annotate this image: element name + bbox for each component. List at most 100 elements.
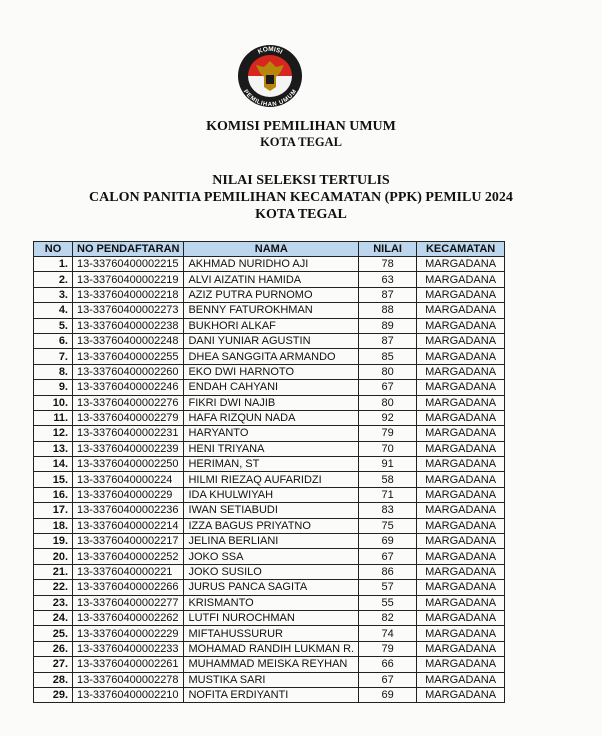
document-subtitle: CALON PANITIA PEMILIHAN KECAMATAN (PPK) … [89,190,513,205]
cell-score: 69 [358,686,418,704]
cell-registration: 13-33760400002261 [71,656,185,673]
cell-name: DANI YUNIAR AGUSTIN [183,332,360,350]
organization-name: KOMISI PEMILIHAN UMUM [206,119,396,134]
document-city: KOTA TEGAL [255,207,347,222]
cell-registration: 13-3376040000221 [71,563,185,581]
cell-no: 9. [33,379,73,396]
cell-score: 74 [358,625,418,642]
organization-city: KOTA TEGAL [260,135,342,149]
cell-district: MARGADANA [416,656,506,673]
table-row: 17. 13-33760400002236 IWAN SETIABUDI 83 MARG… [33,502,506,519]
cell-district: MARGADANA [416,548,506,565]
cell-registration: 13-33760400002276 [71,394,185,411]
cell-score: 67 [358,548,418,565]
cell-no: 5. [33,317,73,334]
cell-registration: 13-33760400002218 [71,286,185,304]
cell-district: MARGADANA [416,440,506,458]
table-row: 19. 13-33760400002217 JELINA BERLIANI 69 MAR… [33,533,506,550]
cell-name: NOFITA ERDIYANTI [183,686,360,704]
cell-name: BUKHORI ALKAF [183,317,360,334]
table-row: 14. 13-33760400002250 HERIMAN, ST 91 MARGADA… [33,456,506,473]
cell-no: 15. [33,471,73,488]
cell-no: 10. [33,394,73,411]
table-row: 25. 13-33760400002229 MIFTAHUSSURUR 74 MARGA… [33,625,506,642]
cell-no: 20. [33,548,73,565]
cell-no: 3. [33,286,73,304]
cell-score: 67 [358,671,418,688]
cell-registration: 13-33760400002229 [71,625,185,642]
cell-registration: 13-33760400002238 [71,317,185,334]
table-row: 26. 13-33760400002233 MOHAMAD RANDIH LUKMA… [33,640,506,658]
cell-no: 4. [33,302,73,319]
cell-no: 6. [33,332,73,350]
table-row: 29. 13-33760400002210 NOFITA ERDIYANTI 69 MA… [33,686,506,704]
cell-no: 17. [33,502,73,519]
table-row: 1. 13-33760400002215 AKHMAD NURIDHO AJI 78 M… [33,255,506,273]
cell-name: JURUS PANCA SAGITA [183,579,360,596]
document-title: NILAI SELEKSI TERTULIS [212,173,390,188]
table-row: 28. 13-33760400002278 MUSTIKA SARI 67 MARGAD… [33,671,506,688]
cell-registration: 13-33760400002236 [71,502,185,519]
cell-registration: 13-33760400002233 [71,640,185,658]
cell-no: 27. [33,656,73,673]
cell-score: 88 [358,302,418,319]
cell-registration: 13-33760400002279 [71,409,185,427]
cell-no: 8. [33,363,73,381]
cell-name: HERIMAN, ST [183,456,360,473]
table-row: 23. 13-33760400002277 KRISMANTO 55 MARGADANA [33,594,506,611]
cell-no: 26. [33,640,73,658]
cell-registration: 13-33760400002260 [71,363,185,381]
table-row: 16. 13-3376040000229 IDA KHULWIYAH 71 MARGAD… [33,486,506,504]
cell-district: MARGADANA [416,363,506,381]
cell-district: MARGADANA [416,379,506,396]
cell-name: MUHAMMAD MEISKA REYHAN [183,656,360,673]
cell-district: MARGADANA [416,255,506,273]
cell-score: 55 [358,594,418,611]
cell-score: 82 [358,609,418,627]
cell-no: 23. [33,594,73,611]
cell-no: 29. [33,686,73,704]
table-row: 4. 13-33760400002273 BENNY FATUROKHMAN 88 MA… [33,302,506,319]
cell-name: IZZA BAGUS PRIYATNO [183,517,360,535]
cell-score: 91 [358,456,418,473]
cell-score: 80 [358,363,418,381]
cell-district: MARGADANA [416,502,506,519]
col-header-no: NO [33,241,73,257]
cell-score: 69 [358,533,418,550]
cell-score: 92 [358,409,418,427]
cell-score: 79 [358,640,418,658]
cell-no: 13. [33,440,73,458]
table-row: 9. 13-33760400002246 ENDAH CAHYANI 67 MARGAD… [33,379,506,396]
cell-registration: 13-33760400002266 [71,579,185,596]
table-row: 18. 13-33760400002214 IZZA BAGUS PRIYATNO 7… [33,517,506,535]
cell-score: 85 [358,348,418,365]
cell-district: MARGADANA [416,471,506,488]
table-row: 7. 13-33760400002255 DHEA SANGGITA ARMANDO… [33,348,506,365]
cell-name: HILMI RIEZAQ AUFARIDZI [183,471,360,488]
cell-name: ENDAH CAHYANI [183,379,360,396]
col-header-registration: NO PENDAFTARAN [71,241,185,257]
cell-score: 66 [358,656,418,673]
cell-registration: 13-33760400002239 [71,440,185,458]
table-row: 11. 13-33760400002279 HAFA RIZQUN NADA 92 MA… [33,409,506,427]
cell-district: MARGADANA [416,486,506,504]
cell-no: 28. [33,671,73,688]
cell-district: MARGADANA [416,594,506,611]
cell-registration: 13-33760400002219 [71,271,185,288]
cell-score: 58 [358,471,418,488]
cell-district: MARGADANA [416,579,506,596]
cell-registration: 13-33760400002231 [71,425,185,442]
cell-name: MUSTIKA SARI [183,671,360,688]
cell-score: 63 [358,271,418,288]
table-row: 3. 13-33760400002218 AZIZ PUTRA PURNOMO 87 M… [33,286,506,304]
cell-registration: 13-33760400002214 [71,517,185,535]
table-row: 10. 13-33760400002276 FIKRI DWI NAJIB 80 MAR… [33,394,506,411]
cell-registration: 13-33760400002217 [71,533,185,550]
cell-name: DHEA SANGGITA ARMANDO [183,348,360,365]
cell-no: 18. [33,517,73,535]
cell-no: 24. [33,609,73,627]
col-header-score: NILAI [358,241,418,257]
table-row: 5. 13-33760400002238 BUKHORI ALKAF 89 MARGAD… [33,317,506,334]
cell-score: 67 [358,379,418,396]
cell-registration: 13-33760400002248 [71,332,185,350]
